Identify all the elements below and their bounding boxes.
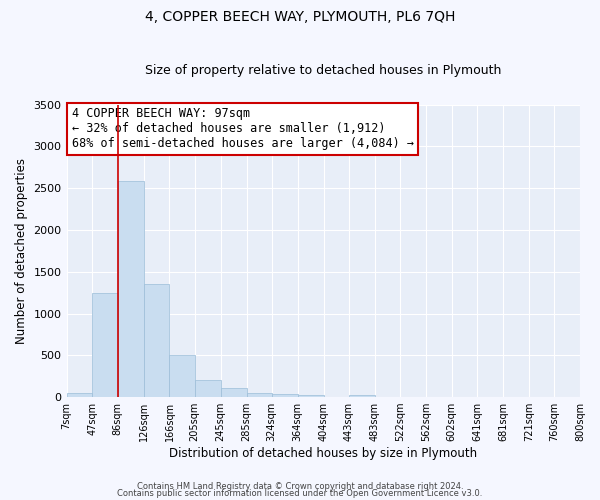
X-axis label: Distribution of detached houses by size in Plymouth: Distribution of detached houses by size … (169, 447, 478, 460)
Bar (118, 182, 143, 397)
Text: 4, COPPER BEECH WAY, PLYMOUTH, PL6 7QH: 4, COPPER BEECH WAY, PLYMOUTH, PL6 7QH (145, 10, 455, 24)
Text: Contains HM Land Registry data © Crown copyright and database right 2024.: Contains HM Land Registry data © Crown c… (137, 482, 463, 491)
Bar (349, 394, 375, 397)
Bar (247, 393, 272, 397)
Y-axis label: Number of detached properties: Number of detached properties (15, 158, 28, 344)
Bar (195, 380, 221, 397)
Text: Contains public sector information licensed under the Open Government Licence v3: Contains public sector information licen… (118, 488, 482, 498)
Bar (169, 356, 195, 397)
Bar (298, 396, 323, 397)
Title: Size of property relative to detached houses in Plymouth: Size of property relative to detached ho… (145, 64, 502, 77)
Text: 4 COPPER BEECH WAY: 97sqm
← 32% of detached houses are smaller (1,912)
68% of se: 4 COPPER BEECH WAY: 97sqm ← 32% of detac… (71, 108, 413, 150)
Bar (221, 388, 247, 397)
Bar (143, 284, 169, 397)
Bar (92, 292, 118, 397)
Bar (272, 394, 298, 397)
Bar (67, 393, 92, 397)
